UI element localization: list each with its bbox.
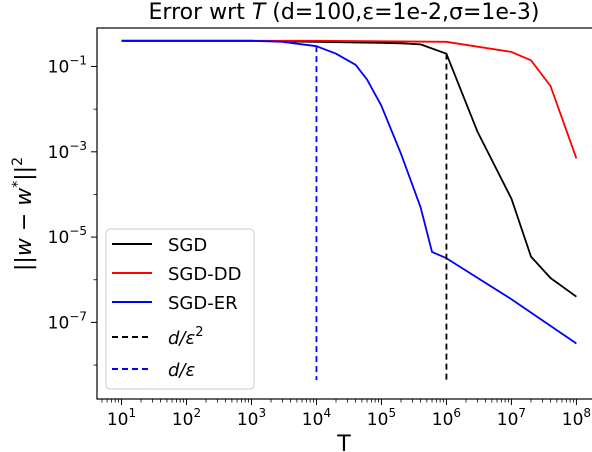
- series-line-sgd-dd: [121, 39, 578, 159]
- y-tick-label: 10−5: [48, 224, 87, 248]
- x-axis-label: T: [336, 432, 351, 452]
- x-tick-label: 102: [172, 406, 201, 430]
- legend-label-sgd: SGD: [168, 235, 207, 256]
- x-tick-label: 101: [107, 406, 136, 430]
- legend-label-d-over-eps: d/ε: [168, 360, 195, 381]
- series-line-sgd-er: [121, 39, 577, 345]
- axes-frame: [96, 27, 592, 400]
- x-tick-label: 104: [302, 406, 331, 430]
- x-tick-label: 106: [432, 406, 461, 430]
- y-tick-label: 10−7: [48, 309, 87, 333]
- plot-area: [121, 39, 578, 380]
- y-tick-label: 10−1: [48, 54, 87, 78]
- x-tick-label: 107: [497, 406, 526, 430]
- legend-label-sgd-er: SGD-ER: [168, 293, 238, 314]
- x-tick-label: 103: [237, 406, 266, 430]
- x-tick-label: 105: [367, 406, 396, 430]
- series-line-sgd: [121, 39, 577, 298]
- legend: SGD SGD-DD SGD-ER d/ε2 d/ε: [105, 228, 255, 390]
- chart-title: Error wrt T (d=100,ε=1e-2,σ=1e-3): [149, 0, 540, 25]
- legend-box: [105, 228, 255, 390]
- axis-ticks: 101 102 103 104 105 106 107 108 10−1 10−3 10−5 10−7: [48, 54, 591, 430]
- y-tick-label: 10−3: [48, 139, 87, 163]
- y-axis-label: ||w − w*||2: [10, 157, 37, 271]
- x-tick-label: 108: [562, 406, 591, 430]
- legend-label-sgd-dd: SGD-DD: [168, 264, 241, 285]
